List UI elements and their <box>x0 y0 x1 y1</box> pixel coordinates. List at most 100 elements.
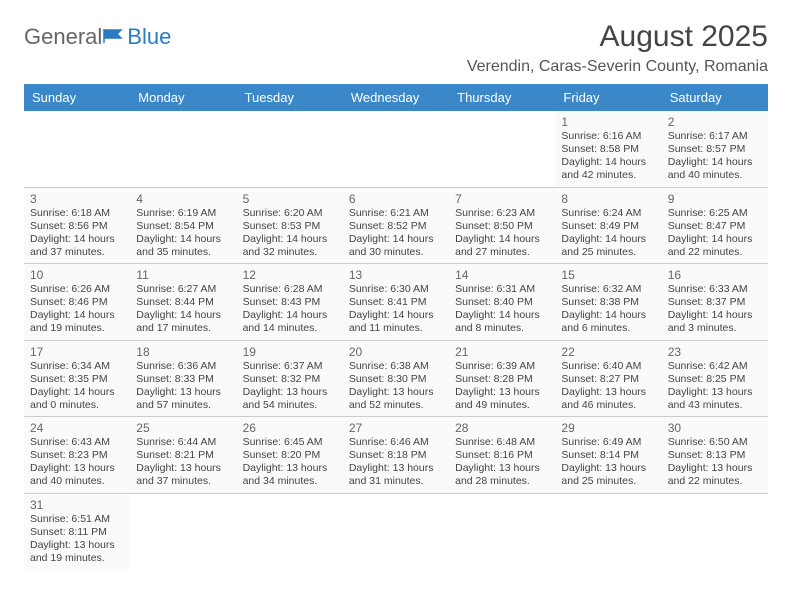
day-info: Sunrise: 6:46 AMSunset: 8:18 PMDaylight:… <box>349 436 443 489</box>
day-number: 3 <box>30 192 124 206</box>
sunset-line: Sunset: 8:37 PM <box>668 296 762 309</box>
day-number: 1 <box>561 115 655 129</box>
calendar-day-cell: 8Sunrise: 6:24 AMSunset: 8:49 PMDaylight… <box>555 187 661 264</box>
day-info: Sunrise: 6:30 AMSunset: 8:41 PMDaylight:… <box>349 283 443 336</box>
calendar-day-cell: 2Sunrise: 6:17 AMSunset: 8:57 PMDaylight… <box>662 111 768 187</box>
calendar-week-row: 10Sunrise: 6:26 AMSunset: 8:46 PMDayligh… <box>24 264 768 341</box>
logo-text-1: General <box>24 24 102 50</box>
calendar-day-cell: 18Sunrise: 6:36 AMSunset: 8:33 PMDayligh… <box>130 340 236 417</box>
day-number: 2 <box>668 115 762 129</box>
day-info: Sunrise: 6:40 AMSunset: 8:27 PMDaylight:… <box>561 360 655 413</box>
day-number: 26 <box>243 421 337 435</box>
sunset-line: Sunset: 8:18 PM <box>349 449 443 462</box>
day-info: Sunrise: 6:45 AMSunset: 8:20 PMDaylight:… <box>243 436 337 489</box>
daylight-line: Daylight: 13 hours and 52 minutes. <box>349 386 443 412</box>
sunrise-line: Sunrise: 6:20 AM <box>243 207 337 220</box>
daylight-line: Daylight: 13 hours and 34 minutes. <box>243 462 337 488</box>
weekday-header: Sunday <box>24 84 130 111</box>
day-number: 21 <box>455 345 549 359</box>
daylight-line: Daylight: 14 hours and 0 minutes. <box>30 386 124 412</box>
day-info: Sunrise: 6:34 AMSunset: 8:35 PMDaylight:… <box>30 360 124 413</box>
sunset-line: Sunset: 8:43 PM <box>243 296 337 309</box>
weekday-header-row: Sunday Monday Tuesday Wednesday Thursday… <box>24 84 768 111</box>
day-number: 18 <box>136 345 230 359</box>
day-number: 28 <box>455 421 549 435</box>
daylight-line: Daylight: 13 hours and 25 minutes. <box>561 462 655 488</box>
sunrise-line: Sunrise: 6:46 AM <box>349 436 443 449</box>
logo-text-2: Blue <box>127 24 171 50</box>
sunrise-line: Sunrise: 6:42 AM <box>668 360 762 373</box>
day-number: 19 <box>243 345 337 359</box>
day-info: Sunrise: 6:20 AMSunset: 8:53 PMDaylight:… <box>243 207 337 260</box>
sunset-line: Sunset: 8:11 PM <box>30 526 124 539</box>
sunrise-line: Sunrise: 6:40 AM <box>561 360 655 373</box>
calendar-day-cell: 11Sunrise: 6:27 AMSunset: 8:44 PMDayligh… <box>130 264 236 341</box>
sunrise-line: Sunrise: 6:25 AM <box>668 207 762 220</box>
calendar-empty-cell <box>237 111 343 187</box>
day-number: 23 <box>668 345 762 359</box>
sunset-line: Sunset: 8:57 PM <box>668 143 762 156</box>
location: Verendin, Caras-Severin County, Romania <box>467 58 768 76</box>
sunset-line: Sunset: 8:23 PM <box>30 449 124 462</box>
calendar-empty-cell <box>343 493 449 569</box>
calendar-day-cell: 25Sunrise: 6:44 AMSunset: 8:21 PMDayligh… <box>130 417 236 494</box>
day-number: 14 <box>455 268 549 282</box>
calendar-empty-cell <box>130 493 236 569</box>
weekday-header: Friday <box>555 84 661 111</box>
day-number: 8 <box>561 192 655 206</box>
daylight-line: Daylight: 14 hours and 27 minutes. <box>455 233 549 259</box>
day-number: 15 <box>561 268 655 282</box>
calendar-day-cell: 23Sunrise: 6:42 AMSunset: 8:25 PMDayligh… <box>662 340 768 417</box>
day-number: 27 <box>349 421 443 435</box>
calendar-day-cell: 1Sunrise: 6:16 AMSunset: 8:58 PMDaylight… <box>555 111 661 187</box>
calendar-day-cell: 12Sunrise: 6:28 AMSunset: 8:43 PMDayligh… <box>237 264 343 341</box>
daylight-line: Daylight: 14 hours and 40 minutes. <box>668 156 762 182</box>
day-info: Sunrise: 6:32 AMSunset: 8:38 PMDaylight:… <box>561 283 655 336</box>
calendar-day-cell: 14Sunrise: 6:31 AMSunset: 8:40 PMDayligh… <box>449 264 555 341</box>
calendar-empty-cell <box>449 111 555 187</box>
sunset-line: Sunset: 8:47 PM <box>668 220 762 233</box>
day-info: Sunrise: 6:27 AMSunset: 8:44 PMDaylight:… <box>136 283 230 336</box>
calendar-empty-cell <box>237 493 343 569</box>
sunset-line: Sunset: 8:33 PM <box>136 373 230 386</box>
calendar-day-cell: 31Sunrise: 6:51 AMSunset: 8:11 PMDayligh… <box>24 493 130 569</box>
sunrise-line: Sunrise: 6:30 AM <box>349 283 443 296</box>
sunset-line: Sunset: 8:28 PM <box>455 373 549 386</box>
sunrise-line: Sunrise: 6:17 AM <box>668 130 762 143</box>
day-info: Sunrise: 6:19 AMSunset: 8:54 PMDaylight:… <box>136 207 230 260</box>
sunset-line: Sunset: 8:35 PM <box>30 373 124 386</box>
sunrise-line: Sunrise: 6:44 AM <box>136 436 230 449</box>
daylight-line: Daylight: 13 hours and 37 minutes. <box>136 462 230 488</box>
sunset-line: Sunset: 8:38 PM <box>561 296 655 309</box>
day-number: 16 <box>668 268 762 282</box>
sunset-line: Sunset: 8:44 PM <box>136 296 230 309</box>
sunrise-line: Sunrise: 6:50 AM <box>668 436 762 449</box>
calendar-day-cell: 19Sunrise: 6:37 AMSunset: 8:32 PMDayligh… <box>237 340 343 417</box>
calendar-day-cell: 15Sunrise: 6:32 AMSunset: 8:38 PMDayligh… <box>555 264 661 341</box>
day-number: 11 <box>136 268 230 282</box>
calendar-day-cell: 16Sunrise: 6:33 AMSunset: 8:37 PMDayligh… <box>662 264 768 341</box>
day-info: Sunrise: 6:25 AMSunset: 8:47 PMDaylight:… <box>668 207 762 260</box>
day-info: Sunrise: 6:39 AMSunset: 8:28 PMDaylight:… <box>455 360 549 413</box>
day-number: 31 <box>30 498 124 512</box>
day-info: Sunrise: 6:21 AMSunset: 8:52 PMDaylight:… <box>349 207 443 260</box>
day-number: 6 <box>349 192 443 206</box>
day-number: 10 <box>30 268 124 282</box>
sunset-line: Sunset: 8:16 PM <box>455 449 549 462</box>
month-title: August 2025 <box>467 20 768 54</box>
calendar-empty-cell <box>343 111 449 187</box>
day-info: Sunrise: 6:51 AMSunset: 8:11 PMDaylight:… <box>30 513 124 566</box>
day-info: Sunrise: 6:50 AMSunset: 8:13 PMDaylight:… <box>668 436 762 489</box>
day-info: Sunrise: 6:36 AMSunset: 8:33 PMDaylight:… <box>136 360 230 413</box>
sunset-line: Sunset: 8:21 PM <box>136 449 230 462</box>
calendar-empty-cell <box>555 493 661 569</box>
sunrise-line: Sunrise: 6:21 AM <box>349 207 443 220</box>
sunrise-line: Sunrise: 6:28 AM <box>243 283 337 296</box>
daylight-line: Daylight: 14 hours and 3 minutes. <box>668 309 762 335</box>
calendar-day-cell: 29Sunrise: 6:49 AMSunset: 8:14 PMDayligh… <box>555 417 661 494</box>
calendar-day-cell: 7Sunrise: 6:23 AMSunset: 8:50 PMDaylight… <box>449 187 555 264</box>
calendar-day-cell: 22Sunrise: 6:40 AMSunset: 8:27 PMDayligh… <box>555 340 661 417</box>
calendar-week-row: 24Sunrise: 6:43 AMSunset: 8:23 PMDayligh… <box>24 417 768 494</box>
day-info: Sunrise: 6:24 AMSunset: 8:49 PMDaylight:… <box>561 207 655 260</box>
sunset-line: Sunset: 8:52 PM <box>349 220 443 233</box>
